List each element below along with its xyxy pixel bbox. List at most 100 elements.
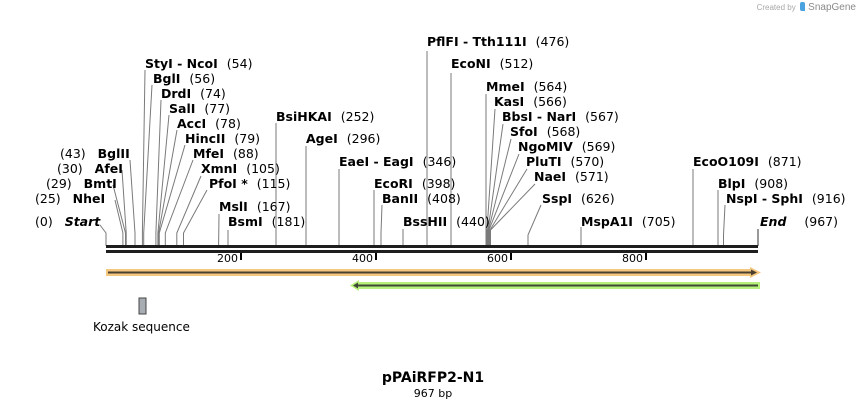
site-name: NaeI — [534, 169, 567, 184]
site-pos: (705) — [641, 214, 676, 229]
site-label-SalI[interactable]: SalI (77) — [169, 102, 230, 116]
site-name: AfeI — [94, 161, 123, 176]
site-pos: (115) — [256, 176, 291, 191]
site-label-EcoNI[interactable]: EcoNI (512) — [451, 57, 533, 71]
backbone-bottom-strand — [106, 250, 758, 253]
site-label-KasI[interactable]: KasI (566) — [494, 95, 567, 109]
site-name: SfoI — [510, 124, 538, 139]
site-name: BglII — [97, 146, 130, 161]
site-label-BbsI-NarI[interactable]: BbsI - NarI (567) — [502, 110, 619, 124]
reverse-feature-arrow[interactable] — [350, 280, 760, 291]
site-name: PluTI — [526, 154, 562, 169]
kozak-sequence-label[interactable]: Kozak sequence — [93, 320, 190, 334]
site-pos: (79) — [234, 131, 261, 146]
site-name: MslI — [219, 199, 248, 214]
site-pos: (29) — [46, 176, 72, 191]
site-pos: (25) — [35, 191, 61, 206]
end-marker-label: End (967) — [760, 215, 838, 229]
forward-feature-arrow[interactable] — [106, 267, 761, 278]
ruler-ticks — [240, 253, 647, 260]
site-label-SfoI[interactable]: SfoI (568) — [510, 125, 580, 139]
site-pos: (54) — [226, 56, 253, 71]
site-name: MmeI — [486, 79, 525, 94]
site-name: NspI - SphI — [726, 191, 803, 206]
site-label-BlpI[interactable]: BlpI (908) — [718, 177, 788, 191]
site-pos: (564) — [533, 79, 568, 94]
backbone-top-strand — [106, 245, 758, 248]
site-label-PluTI[interactable]: PluTI (570) — [526, 155, 604, 169]
site-label-MslI[interactable]: MslI (167) — [219, 200, 290, 214]
site-pos: (512) — [499, 56, 534, 71]
watermark-brand: SnapGene — [808, 2, 856, 13]
site-label-DrdI[interactable]: DrdI (74) — [161, 87, 226, 101]
site-name: EaeI - EagI — [339, 154, 414, 169]
end-label: End — [760, 214, 787, 229]
site-name: EcoNI — [451, 56, 491, 71]
site-label-MspA1I[interactable]: MspA1I (705) — [581, 215, 675, 229]
end-pos: (967) — [804, 214, 838, 229]
site-label-NheI[interactable]: (25) NheI — [35, 192, 105, 206]
site-label-AfeI[interactable]: (30) AfeI — [57, 162, 123, 176]
site-label-MmeI[interactable]: MmeI (564) — [486, 80, 567, 94]
site-label-BsmI[interactable]: BsmI (181) — [228, 215, 305, 229]
site-name: StyI - NcoI — [145, 56, 218, 71]
start-label: Start — [64, 214, 101, 229]
site-label-SspI[interactable]: SspI (626) — [542, 192, 615, 206]
site-name: SspI — [542, 191, 573, 206]
site-label-NgoMIV[interactable]: NgoMIV (569) — [518, 140, 615, 154]
site-pos: (908) — [754, 176, 789, 191]
site-pos: (871) — [767, 154, 802, 169]
site-label-PflFI-Tth111I[interactable]: PflFI - Tth111I (476) — [427, 35, 569, 49]
site-name: BmtI — [83, 176, 117, 191]
site-name: BbsI - NarI — [502, 109, 577, 124]
site-label-PfoI[interactable]: PfoI * (115) — [209, 177, 290, 191]
site-pos: (74) — [200, 86, 226, 101]
site-name: SalI — [169, 101, 196, 116]
site-name: KasI — [494, 94, 525, 109]
site-label-XmnI[interactable]: XmnI (105) — [201, 162, 280, 176]
site-label-AgeI[interactable]: AgeI (296) — [306, 132, 380, 146]
plasmid-name: pPAiRFP2-N1 — [381, 370, 485, 386]
site-name: HincII — [185, 131, 226, 146]
site-label-BsiHKAI[interactable]: BsiHKAI (252) — [276, 110, 374, 124]
site-label-EcoRI[interactable]: EcoRI (398) — [374, 177, 455, 191]
site-label-MfeI[interactable]: MfeI (88) — [193, 147, 259, 161]
ruler-tick-label: 800 — [622, 252, 643, 265]
site-name: BlpI — [718, 176, 746, 191]
site-name: XmnI — [201, 161, 238, 176]
site-label-EcoO109I[interactable]: EcoO109I (871) — [693, 155, 802, 169]
site-label-BglII[interactable]: (43) BglII — [60, 147, 130, 161]
site-pos: (30) — [57, 161, 83, 176]
site-pos: (56) — [189, 71, 216, 86]
site-pos: (77) — [204, 101, 231, 116]
site-label-BmtI[interactable]: (29) BmtI — [46, 177, 117, 191]
site-pos: (105) — [246, 161, 280, 176]
site-label-BssHII[interactable]: BssHII (440) — [403, 215, 490, 229]
site-pos: (408) — [427, 191, 461, 206]
site-pos: (252) — [340, 109, 375, 124]
site-label-HincII[interactable]: HincII (79) — [185, 132, 260, 146]
site-name: BsmI — [228, 214, 263, 229]
site-label-BanII[interactable]: BanII (408) — [382, 192, 461, 206]
site-label-StyI-NcoI[interactable]: StyI - NcoI (54) — [145, 57, 252, 71]
site-pos: (167) — [256, 199, 291, 214]
site-name: PfoI * — [209, 176, 248, 191]
site-pos: (916) — [811, 191, 846, 206]
site-pos: (346) — [422, 154, 457, 169]
site-name: NgoMIV — [518, 139, 573, 154]
snapgene-watermark: Created by SnapGene — [757, 2, 856, 13]
site-label-NaeI[interactable]: NaeI (571) — [534, 170, 609, 184]
site-pos: (567) — [585, 109, 619, 124]
site-label-BglI[interactable]: BglI (56) — [153, 72, 215, 86]
site-name: PflFI - Tth111I — [427, 34, 527, 49]
site-name: NheI — [72, 191, 106, 206]
site-pos: (569) — [581, 139, 616, 154]
site-pos: (43) — [60, 146, 86, 161]
kozak-sequence-box[interactable] — [138, 297, 147, 315]
site-label-NspI-SphI[interactable]: NspI - SphI (916) — [726, 192, 846, 206]
site-pos: (181) — [271, 214, 306, 229]
site-pos: (78) — [215, 116, 241, 131]
site-label-AccI[interactable]: AccI (78) — [177, 117, 241, 131]
site-label-EaeI-EagI[interactable]: EaeI - EagI (346) — [339, 155, 456, 169]
